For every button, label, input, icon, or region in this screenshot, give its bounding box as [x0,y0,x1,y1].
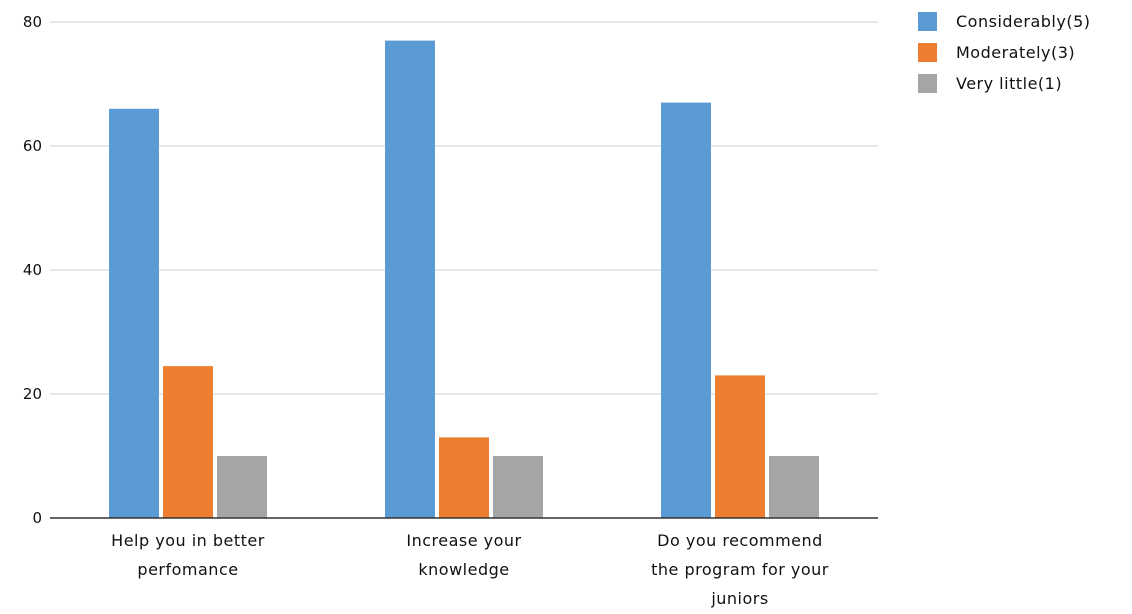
x-category-label: Help you in better [111,531,265,550]
bar-very-little-1-1 [217,456,267,518]
y-tick-label: 80 [23,13,42,31]
legend-item: Moderately(3) [918,43,1075,62]
legend-swatch [918,43,937,62]
x-category-label: juniors [710,589,768,608]
legend-swatch [918,12,937,31]
x-category-label: the program for your [651,560,829,579]
y-axis-ticks: 0 20 40 60 80 [23,13,42,527]
bars [109,40,819,519]
legend-item: Considerably(5) [918,12,1091,31]
x-category-label: Do you recommend [657,531,823,550]
legend-item: Very little(1) [918,74,1062,93]
gridlines [50,21,878,395]
y-tick-label: 60 [23,137,42,155]
bar-moderately-3-2 [439,437,489,518]
bar-very-little-1-3 [769,456,819,518]
y-tick-label: 0 [32,509,42,527]
legend: Considerably(5) Moderately(3) Very little(… [918,12,1091,93]
bar-considerably-5-2 [385,40,435,518]
bar-moderately-3-3 [715,375,765,518]
legend-label: Very little(1) [956,74,1062,93]
x-category-label: Increase your [406,531,521,550]
x-category-label: perfomance [137,560,238,579]
bar-moderately-3-1 [163,366,213,518]
x-axis-category-labels: Help you in better perfomance Increase you… [111,531,829,608]
legend-swatch [918,74,937,93]
y-tick-label: 40 [23,261,42,279]
bar-considerably-5-1 [109,108,159,519]
legend-label: Considerably(5) [956,12,1091,31]
bar-very-little-1-2 [493,456,543,518]
y-tick-label: 20 [23,385,42,403]
x-category-label: knowledge [418,560,509,579]
bar-considerably-5-3 [661,102,711,518]
legend-label: Moderately(3) [956,43,1075,62]
